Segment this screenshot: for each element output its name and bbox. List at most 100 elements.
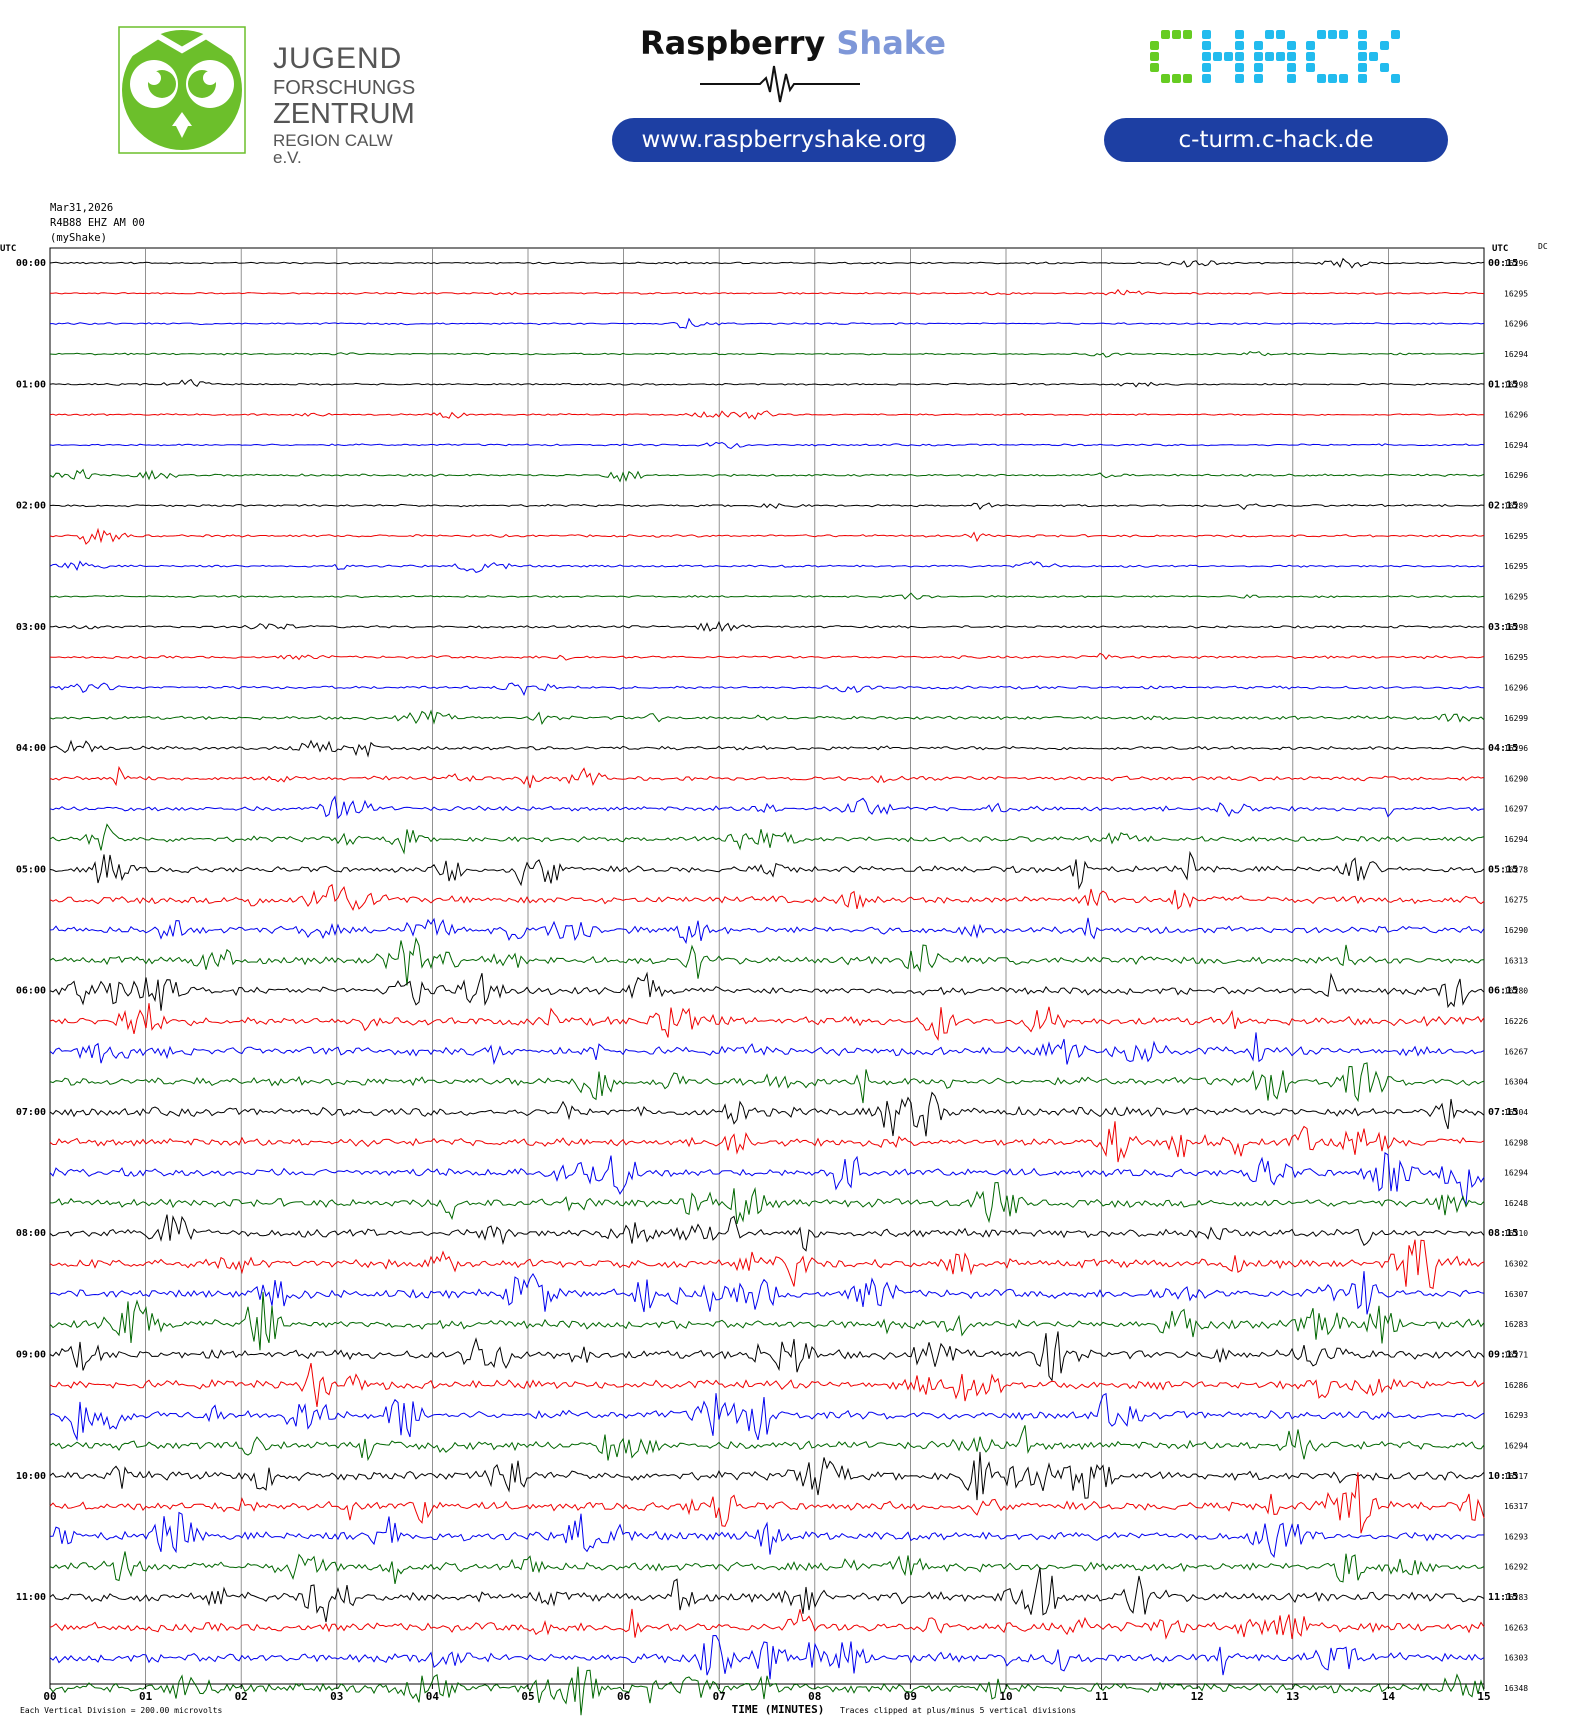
x-tick-label: 10	[999, 1690, 1012, 1703]
raspberryshake-link[interactable]: www.raspberryshake.org	[612, 118, 956, 162]
right-time-label: 05:15	[1488, 864, 1518, 875]
dc-offset-label: 16290	[1504, 926, 1528, 935]
chack-letter-dot	[1317, 30, 1326, 39]
x-tick-label: 02	[235, 1690, 248, 1703]
dc-offset-label: 16295	[1504, 593, 1528, 602]
dc-title: DC	[1538, 242, 1548, 251]
chack-letter-dot	[1254, 52, 1263, 61]
dc-offset-label: 16283	[1504, 1593, 1528, 1602]
dc-offset-label: 16317	[1504, 1472, 1528, 1481]
x-tick-label: 03	[330, 1690, 343, 1703]
dc-offset-label: 16304	[1504, 1108, 1528, 1117]
x-tick-label: 12	[1191, 1690, 1204, 1703]
chack-letter-dot	[1202, 52, 1211, 61]
chack-logo	[1150, 30, 1400, 83]
left-time-label: 02:00	[16, 501, 46, 512]
right-time-label: 01:15	[1488, 379, 1518, 390]
chack-letter-dot	[1380, 41, 1389, 50]
seismic-trace	[50, 317, 1485, 329]
left-time-label: 10:00	[16, 1471, 46, 1482]
seismic-trace	[49, 1511, 1485, 1559]
right-time-label: 00:15	[1488, 258, 1518, 269]
x-tick-label: 09	[904, 1690, 917, 1703]
chack-letter-dot	[1391, 30, 1400, 39]
right-time-label: 08:15	[1488, 1228, 1518, 1239]
seismic-trace	[49, 527, 1485, 545]
right-time-label: 11:15	[1488, 1592, 1518, 1603]
owl-icon	[118, 26, 246, 154]
dc-offset-label: 16294	[1504, 1169, 1528, 1178]
seismic-trace	[50, 1181, 1485, 1225]
rs-word1: Raspberry	[640, 24, 826, 62]
chack-letter-dot	[1202, 74, 1211, 83]
seismic-trace	[49, 1121, 1485, 1163]
seismic-trace	[49, 936, 1485, 986]
seismic-trace	[49, 1634, 1485, 1680]
seismic-trace	[49, 592, 1485, 600]
seismic-trace	[49, 1003, 1485, 1041]
dc-offset-label: 16271	[1504, 1350, 1528, 1359]
x-tick-label: 05	[521, 1690, 534, 1703]
chack-letter-dot	[1328, 30, 1337, 39]
dc-offset-label: 16310	[1504, 1229, 1528, 1238]
seismogram-squiggle-icon	[700, 65, 860, 103]
seismic-trace	[49, 1091, 1485, 1137]
network-label: (myShake)	[50, 232, 107, 244]
seismic-trace	[49, 468, 1485, 483]
chack-letter-dot	[1183, 74, 1192, 83]
chack-letter-dot	[1235, 52, 1244, 61]
right-time-label: 04:15	[1488, 743, 1518, 754]
seismic-trace	[49, 1152, 1485, 1205]
x-tick-label: 01	[139, 1690, 153, 1703]
seismic-trace	[49, 502, 1485, 511]
left-time-label: 03:00	[16, 622, 46, 633]
dc-offset-label: 16248	[1504, 1199, 1528, 1208]
dc-offset-label: 16275	[1504, 896, 1528, 905]
left-time-label: 04:00	[16, 743, 46, 754]
left-time-label: 11:00	[16, 1592, 46, 1603]
chack-letter-dot	[1380, 63, 1389, 72]
chack-letter-dot	[1183, 30, 1192, 39]
seismic-trace	[49, 1062, 1485, 1104]
chack-letter-dot	[1254, 41, 1263, 50]
dc-offset-label: 16299	[1504, 714, 1528, 723]
chack-letter-dot	[1317, 74, 1326, 83]
chack-letter-dot	[1235, 74, 1244, 83]
seismic-trace	[49, 288, 1485, 296]
dc-offset-label: 16296	[1504, 744, 1528, 753]
dc-offset-label: 16294	[1504, 350, 1528, 359]
chack-letter-dot	[1369, 52, 1378, 61]
left-time-label: 09:00	[16, 1349, 46, 1360]
chack-link[interactable]: c-turm.c-hack.de	[1104, 118, 1448, 162]
dc-offset-label: 16296	[1504, 471, 1528, 480]
dc-offset-label: 16303	[1504, 1654, 1528, 1663]
jfz-line3: ZENTRUM	[273, 98, 415, 130]
right-time-label: 09:15	[1488, 1349, 1518, 1360]
seismic-trace	[49, 1392, 1485, 1442]
right-time-label: 03:15	[1488, 622, 1518, 633]
jfz-line4: REGION CALW e.V.	[273, 131, 393, 167]
seismic-trace	[49, 1362, 1485, 1407]
left-axis-title: UTC	[0, 244, 16, 254]
jfz-name: JUGEND FORSCHUNGS ZENTRUM REGION CALW e.…	[273, 44, 418, 167]
chack-letter-dot	[1254, 74, 1263, 83]
seismic-trace	[49, 1567, 1485, 1623]
chack-letter-dot	[1265, 30, 1274, 39]
dc-offset-label: 16296	[1504, 259, 1528, 268]
chack-letter-dot	[1276, 52, 1285, 61]
chack-letter-dot	[1358, 41, 1367, 50]
right-time-label: 10:15	[1488, 1471, 1518, 1482]
footer-right-note: Traces clipped at plus/minus 5 vertical …	[840, 1706, 1076, 1715]
left-time-label: 07:00	[16, 1107, 46, 1118]
dc-offset-label: 16294	[1504, 1441, 1528, 1450]
date-label: Mar31,2026	[50, 202, 114, 214]
chack-letter-dot	[1287, 63, 1296, 72]
raspberry-shake-logo: Raspberry Shake	[640, 24, 946, 62]
dc-offset-label: 16298	[1504, 1138, 1528, 1147]
seismic-trace	[49, 1472, 1485, 1534]
chack-letter-dot	[1287, 74, 1296, 83]
dc-offset-label: 16295	[1504, 289, 1528, 298]
x-tick-label: 04	[426, 1690, 440, 1703]
dc-offset-label: 16293	[1504, 1411, 1528, 1420]
chack-letter-dot	[1306, 63, 1315, 72]
